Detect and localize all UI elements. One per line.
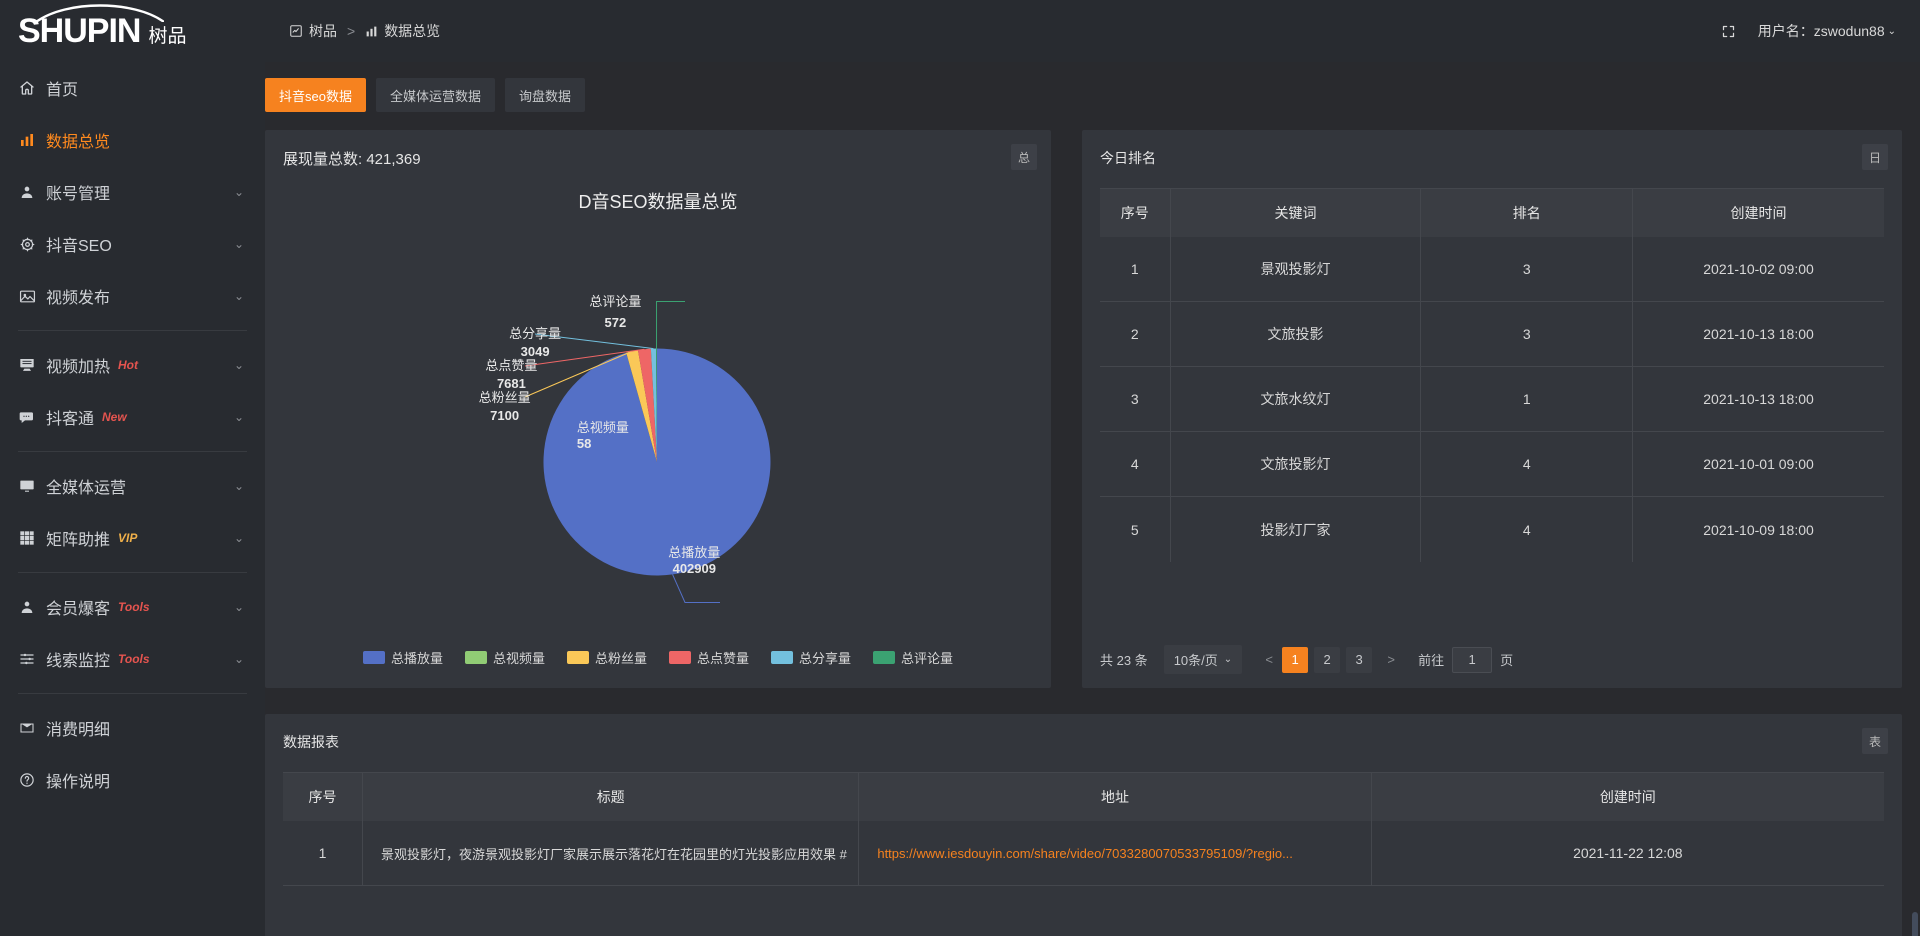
svg-text:总播放量: 总播放量 (668, 545, 720, 560)
svg-text:7681: 7681 (497, 376, 526, 391)
svg-text:7100: 7100 (490, 408, 519, 423)
svg-text:总视频量: 总视频量 (577, 420, 629, 435)
svg-text:总点赞量: 总点赞量 (485, 358, 537, 373)
svg-text:总分享量: 总分享量 (509, 326, 561, 341)
svg-text:总粉丝量: 总粉丝量 (479, 390, 531, 405)
svg-text:402909: 402909 (673, 561, 716, 576)
svg-text:572: 572 (605, 315, 627, 330)
svg-text:总评论量: 总评论量 (589, 294, 641, 309)
svg-text:3049: 3049 (521, 344, 550, 359)
svg-text:58: 58 (577, 436, 591, 451)
